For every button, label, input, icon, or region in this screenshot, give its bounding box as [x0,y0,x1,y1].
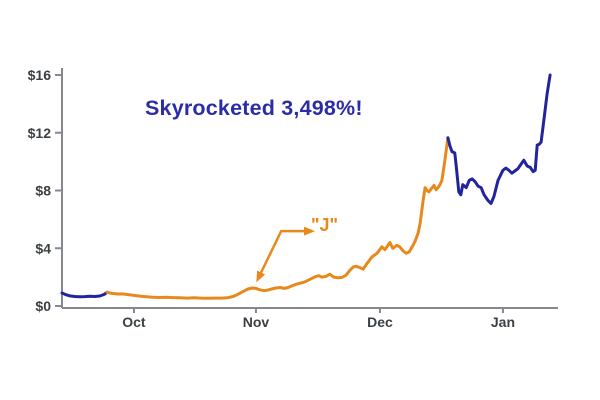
x-axis-label: Jan [491,314,515,330]
y-axis-label: $4 [35,240,51,256]
series-final-surge-segment [446,73,552,205]
annotation-arrow-line [257,229,309,278]
y-axis-label: $0 [35,298,51,314]
annotation-j-label: "J" [311,215,339,235]
annotation-arrowhead-curve [256,270,266,283]
x-axis-label: Nov [243,314,270,330]
y-axis-label: $16 [28,67,52,83]
y-axis-label: $8 [35,183,51,199]
y-axis-label: $12 [28,125,52,141]
series-main-run-segment [105,136,450,300]
x-axis-label: Oct [122,314,146,330]
annotation-arrowhead-text [304,226,315,236]
x-axis-label: Dec [367,314,393,330]
chart-title: Skyrocketed 3,498%! [145,96,363,120]
series-pre-run-segment [60,290,109,299]
